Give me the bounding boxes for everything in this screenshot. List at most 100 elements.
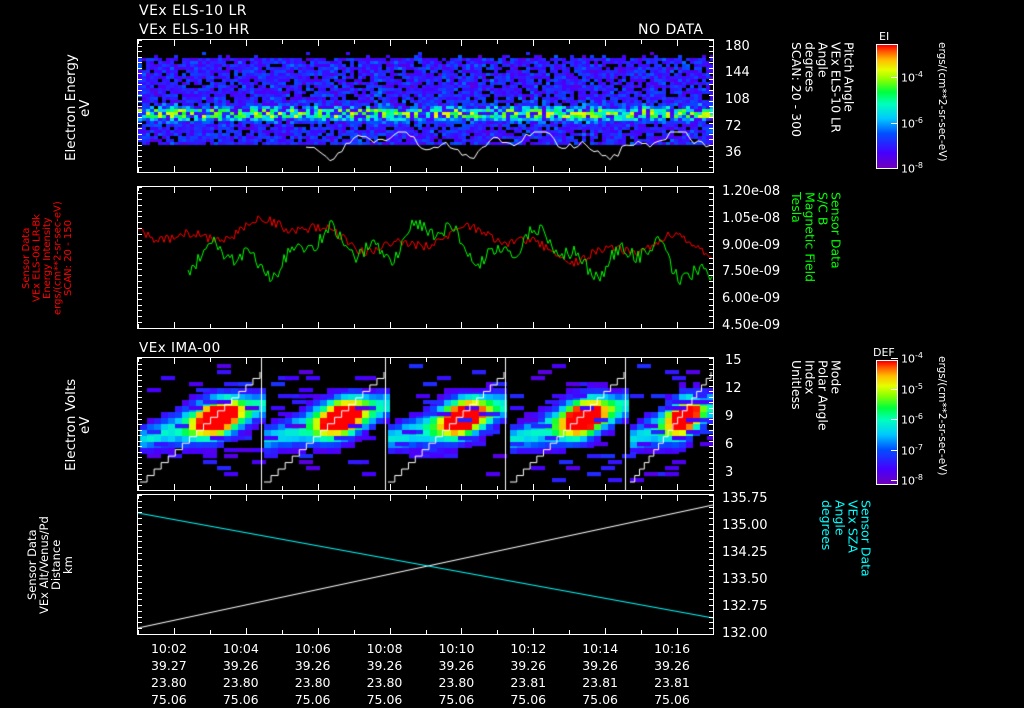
colorbar-tick xyxy=(891,388,898,390)
time-tick xyxy=(677,187,678,193)
time-tick xyxy=(461,322,462,328)
axis-tick xyxy=(709,536,713,537)
axis-tick xyxy=(138,536,142,537)
axis-tick xyxy=(709,518,713,519)
colorbar2 xyxy=(876,360,898,485)
axis-tick xyxy=(138,419,142,420)
axis-tick xyxy=(709,275,713,276)
axis-tick-label: 6 xyxy=(725,437,734,452)
axis-tick-label: 12 xyxy=(725,381,742,396)
panel4-right-axis-title: Sensor Data VEx SZA Angle degrees xyxy=(819,500,874,577)
axis-tick xyxy=(138,364,142,365)
time-tick xyxy=(282,324,283,328)
colorbar-tick-label: 10-8 xyxy=(901,161,923,176)
axis-tick xyxy=(138,46,142,47)
bottom-row-value: 39.26 xyxy=(582,658,618,673)
axis-tick xyxy=(709,530,713,531)
time-tick xyxy=(246,628,247,634)
axis-tick xyxy=(138,234,142,235)
axis-tick xyxy=(138,123,142,124)
axis-tick xyxy=(709,106,713,107)
axis-tick xyxy=(138,205,142,206)
axis-tick xyxy=(709,193,713,194)
time-tick xyxy=(426,495,427,499)
axis-tick xyxy=(138,634,142,635)
axis-tick xyxy=(138,430,142,431)
time-tick xyxy=(426,40,427,44)
axis-tick xyxy=(138,51,142,52)
axis-tick xyxy=(138,287,142,288)
axis-tick xyxy=(709,358,713,359)
axis-tick-label: 4.50e-09 xyxy=(722,318,781,333)
panel-energy-intensity[interactable] xyxy=(137,186,714,329)
axis-tick xyxy=(138,468,142,469)
axis-tick xyxy=(709,541,713,542)
axis-tick xyxy=(709,547,713,548)
axis-tick xyxy=(709,117,713,118)
time-tick xyxy=(210,168,211,172)
bottom-row-value: 39.26 xyxy=(510,658,547,673)
time-tick xyxy=(318,358,319,364)
axis-tick xyxy=(709,252,713,253)
time-tick xyxy=(569,40,570,44)
axis-tick xyxy=(138,79,142,80)
time-tick xyxy=(282,486,283,490)
panel1-left-axis-title: Electron Energy eV xyxy=(63,54,94,162)
time-tick xyxy=(605,628,606,634)
axis-tick xyxy=(709,380,713,381)
axis-tick xyxy=(709,495,713,496)
panel-ima-spectrogram[interactable] xyxy=(137,357,714,491)
time-tick-label: 10:04 xyxy=(222,641,259,656)
axis-tick xyxy=(709,565,713,566)
axis-tick xyxy=(709,419,713,420)
axis-tick xyxy=(138,193,142,194)
axis-tick xyxy=(138,518,142,519)
axis-tick xyxy=(138,216,142,217)
axis-tick xyxy=(709,452,713,453)
axis-tick xyxy=(138,322,142,323)
axis-tick xyxy=(138,156,142,157)
colorbar-tick xyxy=(891,449,898,451)
time-tick xyxy=(138,486,139,490)
figure-title-top: VEx ELS-10 LR xyxy=(139,3,248,19)
axis-tick xyxy=(709,364,713,365)
axis-tick xyxy=(138,90,142,91)
axis-tick xyxy=(138,305,142,306)
intensity-b-canvas xyxy=(138,187,713,328)
axis-tick xyxy=(709,211,713,212)
time-tick xyxy=(246,40,247,46)
axis-tick xyxy=(709,46,713,47)
axis-tick xyxy=(709,634,713,635)
axis-tick-label: 132.00 xyxy=(722,626,768,641)
axis-tick-label: 72 xyxy=(725,119,742,134)
time-tick xyxy=(174,628,175,634)
time-tick xyxy=(497,630,498,634)
axis-tick xyxy=(138,73,142,74)
axis-tick xyxy=(709,408,713,409)
axis-tick xyxy=(138,408,142,409)
axis-tick xyxy=(709,90,713,91)
axis-tick xyxy=(138,530,142,531)
time-tick xyxy=(282,40,283,44)
time-tick xyxy=(246,495,247,501)
axis-tick xyxy=(709,134,713,135)
axis-tick-label: 1.05e-08 xyxy=(722,210,781,226)
axis-tick-label: 133.50 xyxy=(722,572,768,587)
time-tick xyxy=(318,628,319,634)
axis-tick xyxy=(709,490,713,491)
colorbar1-title: EI xyxy=(879,30,890,43)
axis-tick xyxy=(138,485,142,486)
panel3-right-axis-title: Mode Polar Angle Index Unitless xyxy=(789,360,844,431)
panel-altitude-sza[interactable] xyxy=(137,494,714,635)
time-tick xyxy=(713,630,714,634)
axis-tick xyxy=(138,228,142,229)
axis-tick xyxy=(709,474,713,475)
axis-tick xyxy=(138,501,142,502)
axis-tick-label: 36 xyxy=(725,145,742,160)
axis-tick xyxy=(138,380,142,381)
axis-tick xyxy=(709,84,713,85)
colorbar2-gradient xyxy=(877,361,897,484)
time-tick xyxy=(641,324,642,328)
panel-els-spectrogram[interactable] xyxy=(137,39,714,173)
panel1-right-axis-title: Pitch Angle VEx ELS-10 LR Angle degrees … xyxy=(789,42,857,137)
